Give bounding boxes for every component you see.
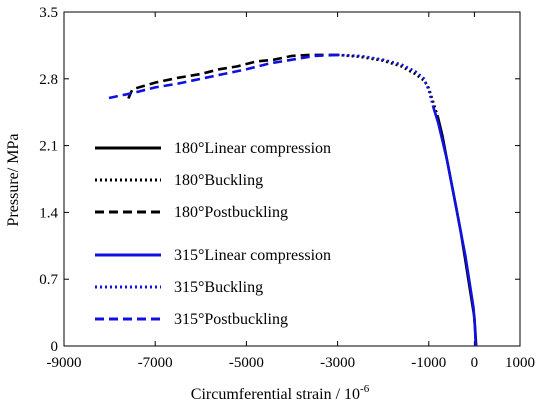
- y-tick-label: 0: [51, 339, 59, 355]
- axis-ticks: -9000 -7000 -5000 -3000 -1000 0 1000 0 0.7 1.4 2.1…: [39, 5, 535, 371]
- x-tick-label: 1000: [505, 355, 535, 371]
- x-tick-label: 0: [471, 355, 479, 371]
- legend-label-315deg-linear-compression: 315°Linear compression: [174, 247, 331, 264]
- series-line-315deg-postbuckling: [104, 53, 338, 101]
- series-line-180deg-buckling: [337, 53, 440, 118]
- legend: 180°Linear compression 180°Buckling 180°Po…: [95, 140, 331, 328]
- y-tick-label: 1.4: [39, 205, 58, 221]
- x-tick-label: -7000: [138, 355, 173, 371]
- x-axis-title-text: Circumferential strain / 10: [191, 386, 360, 403]
- series-line-180deg-linear-compression: [436, 116, 478, 347]
- plot-area-frame: [63, 11, 521, 347]
- x-axis-title-exponent: -6: [360, 383, 370, 395]
- y-tick-label: 3.5: [39, 5, 58, 21]
- series-line-180deg-postbuckling: [126, 53, 338, 101]
- y-tick-label: 2.8: [39, 72, 58, 88]
- x-tick-label: -1000: [411, 355, 446, 371]
- legend-label-180deg-linear-compression: 180°Linear compression: [174, 140, 331, 157]
- x-tick-label: -3000: [320, 355, 355, 371]
- legend-label-315deg-postbuckling: 315°Postbuckling: [174, 311, 288, 328]
- x-tick-label: -9000: [47, 355, 82, 371]
- x-tick-label: -5000: [229, 355, 264, 371]
- y-tick-label: 2.1: [39, 139, 58, 155]
- series-line-315deg-linear-compression: [432, 107, 478, 347]
- series-line-315deg-buckling: [337, 53, 435, 108]
- x-axis-title: Circumferential strain / 10-6: [191, 383, 370, 403]
- legend-label-180deg-buckling: 180°Buckling: [174, 172, 263, 189]
- y-axis-title: Pressure/ MPa: [5, 134, 22, 227]
- y-tick-label: 0.7: [39, 272, 58, 288]
- series-lines: [104, 53, 478, 347]
- legend-label-180deg-postbuckling: 180°Postbuckling: [174, 204, 288, 221]
- legend-label-315deg-buckling: 315°Buckling: [174, 279, 263, 296]
